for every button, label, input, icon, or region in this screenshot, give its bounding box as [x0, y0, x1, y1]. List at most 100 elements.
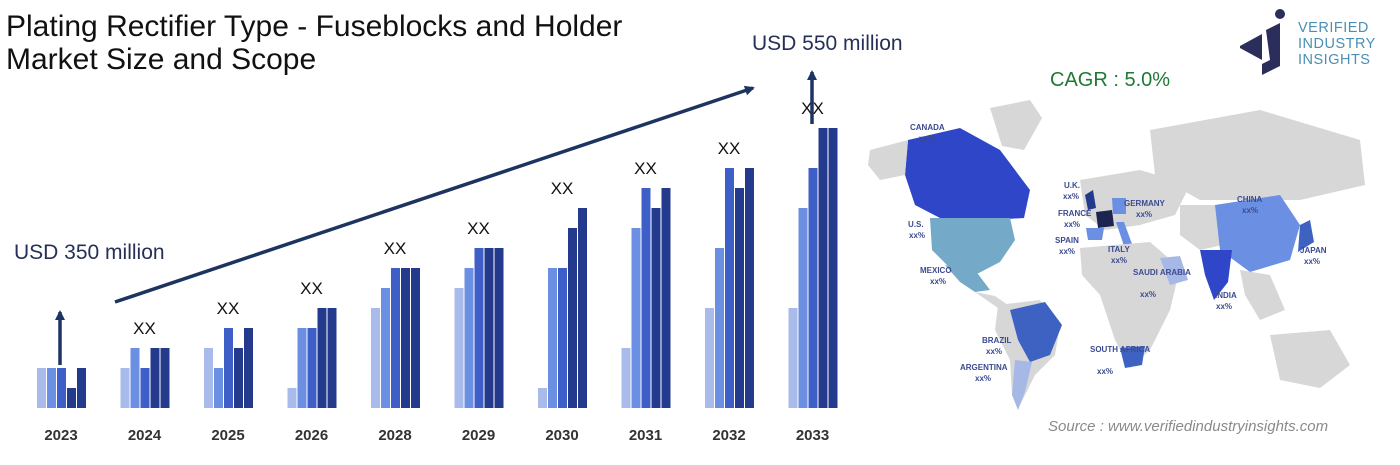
bar-2033-5	[828, 128, 838, 408]
bar-2033-3	[808, 168, 818, 408]
bar-2026-2	[297, 328, 307, 408]
map-label-us: U.S.	[908, 220, 924, 229]
x-tick-2028: 2028	[378, 427, 411, 444]
map-label-china: CHINA	[1237, 195, 1263, 204]
bar-2023-1	[37, 368, 46, 408]
x-tick-2029: 2029	[462, 427, 495, 444]
bar-2029-4	[484, 248, 494, 408]
map-value-brazil: xx%	[986, 347, 1002, 356]
bar-2026-5	[327, 308, 337, 408]
map-france	[1096, 210, 1114, 228]
bar-label-2032: XX	[718, 139, 741, 158]
bar-2033-4	[818, 128, 828, 408]
map-value-south-africa: xx%	[1097, 367, 1113, 376]
map-label-india: INDIA	[1215, 291, 1237, 300]
x-tick-2026: 2026	[295, 427, 328, 444]
map-value-china: xx%	[1242, 206, 1258, 215]
bar-2031-2	[631, 228, 641, 408]
map-spain	[1086, 228, 1104, 240]
map-canada	[905, 128, 1030, 220]
bar-2030-2	[548, 268, 557, 408]
bar-2031-3	[641, 188, 651, 408]
bar-2026-4	[317, 308, 327, 408]
bar-2028-2	[381, 288, 390, 408]
map-value-us: xx%	[909, 231, 925, 240]
bar-2023-4	[67, 388, 76, 408]
bar-label-2028: XX	[384, 239, 407, 258]
bar-2030-1	[538, 388, 547, 408]
map-label-brazil: BRAZIL	[982, 336, 1011, 345]
bar-label-2030: XX	[551, 179, 574, 198]
map-africa	[1080, 242, 1180, 368]
bar-label-2029: XX	[467, 219, 490, 238]
bar-2032-5	[745, 168, 754, 408]
bar-2028-4	[401, 268, 410, 408]
brand-logo: VERIFIED INDUSTRY INSIGHTS	[1236, 8, 1396, 84]
map-value-saudi-arabia: xx%	[1140, 290, 1156, 299]
bar-2032-2	[715, 248, 724, 408]
map-india	[1200, 250, 1232, 300]
map-south-africa	[1120, 346, 1145, 368]
bar-2024-5	[160, 348, 170, 408]
x-tick-2023: 2023	[44, 427, 77, 444]
map-uk	[1085, 190, 1096, 210]
map-label-france: FRANCE	[1058, 209, 1092, 218]
bar-2033-2	[798, 208, 808, 408]
map-germany	[1112, 198, 1126, 214]
map-label-mexico: MEXICO	[920, 266, 952, 275]
bars-layer: 2023 2024 XX 2025 XX 2026 XX 2028 XX 2029 XX 2030 XX…	[37, 99, 838, 444]
source-note: Source : www.verifiedindustryinsights.co…	[1048, 418, 1329, 435]
map-value-india: xx%	[1216, 302, 1232, 311]
map-value-uk: xx%	[1063, 192, 1079, 201]
bar-label-2026: XX	[300, 279, 323, 298]
bar-2024-4	[150, 348, 160, 408]
map-australia	[1270, 330, 1350, 388]
map-label-italy: ITALY	[1108, 245, 1130, 254]
logo-line-1: VERIFIED	[1298, 20, 1369, 36]
map-china	[1215, 195, 1300, 272]
map-label-japan: JAPAN	[1300, 246, 1327, 255]
bar-2032-3	[725, 168, 734, 408]
map-value-mexico: xx%	[930, 277, 946, 286]
bar-2025-2	[214, 368, 223, 408]
map-country-labels: CANADA xx% U.S. xx% MEXICO xx% BRAZIL xx…	[908, 123, 1327, 383]
bar-2025-1	[204, 348, 213, 408]
map-value-france: xx%	[1064, 220, 1080, 229]
x-tick-2025: 2025	[211, 427, 244, 444]
map-value-canada: xx%	[919, 134, 935, 143]
bar-2029-5	[494, 248, 504, 408]
bar-2032-1	[705, 308, 714, 408]
map-label-saudi-arabia: SAUDI ARABIA	[1133, 268, 1191, 277]
bar-2023-2	[47, 368, 56, 408]
bar-label-2031: XX	[634, 159, 657, 178]
bar-2024-3	[140, 368, 150, 408]
bar-2029-2	[464, 268, 474, 408]
logo-mark-icon	[1240, 9, 1285, 75]
map-value-germany: xx%	[1136, 210, 1152, 219]
map-label-canada: CANADA	[910, 123, 945, 132]
bar-2031-1	[621, 348, 631, 408]
map-saudi-arabia	[1160, 256, 1188, 285]
x-tick-2032: 2032	[712, 427, 745, 444]
bar-2025-4	[234, 348, 243, 408]
map-russia	[1150, 110, 1365, 200]
bar-2025-5	[244, 328, 253, 408]
bar-2026-3	[307, 328, 317, 408]
bar-2025-3	[224, 328, 233, 408]
map-value-italy: xx%	[1111, 256, 1127, 265]
bar-2028-3	[391, 268, 400, 408]
end-value-label: USD 550 million	[752, 32, 903, 55]
x-tick-2024: 2024	[128, 427, 162, 444]
bar-2030-4	[568, 228, 577, 408]
x-tick-2033: 2033	[796, 427, 829, 444]
bar-2030-5	[578, 208, 587, 408]
map-label-uk: U.K.	[1064, 181, 1080, 190]
map-value-spain: xx%	[1059, 247, 1075, 256]
map-value-argentina: xx%	[975, 374, 991, 383]
bar-2029-3	[474, 248, 484, 408]
bar-2032-4	[735, 188, 744, 408]
map-argentina	[1012, 360, 1032, 410]
logo-line-3: INSIGHTS	[1298, 52, 1371, 68]
bar-2026-1	[287, 388, 297, 408]
